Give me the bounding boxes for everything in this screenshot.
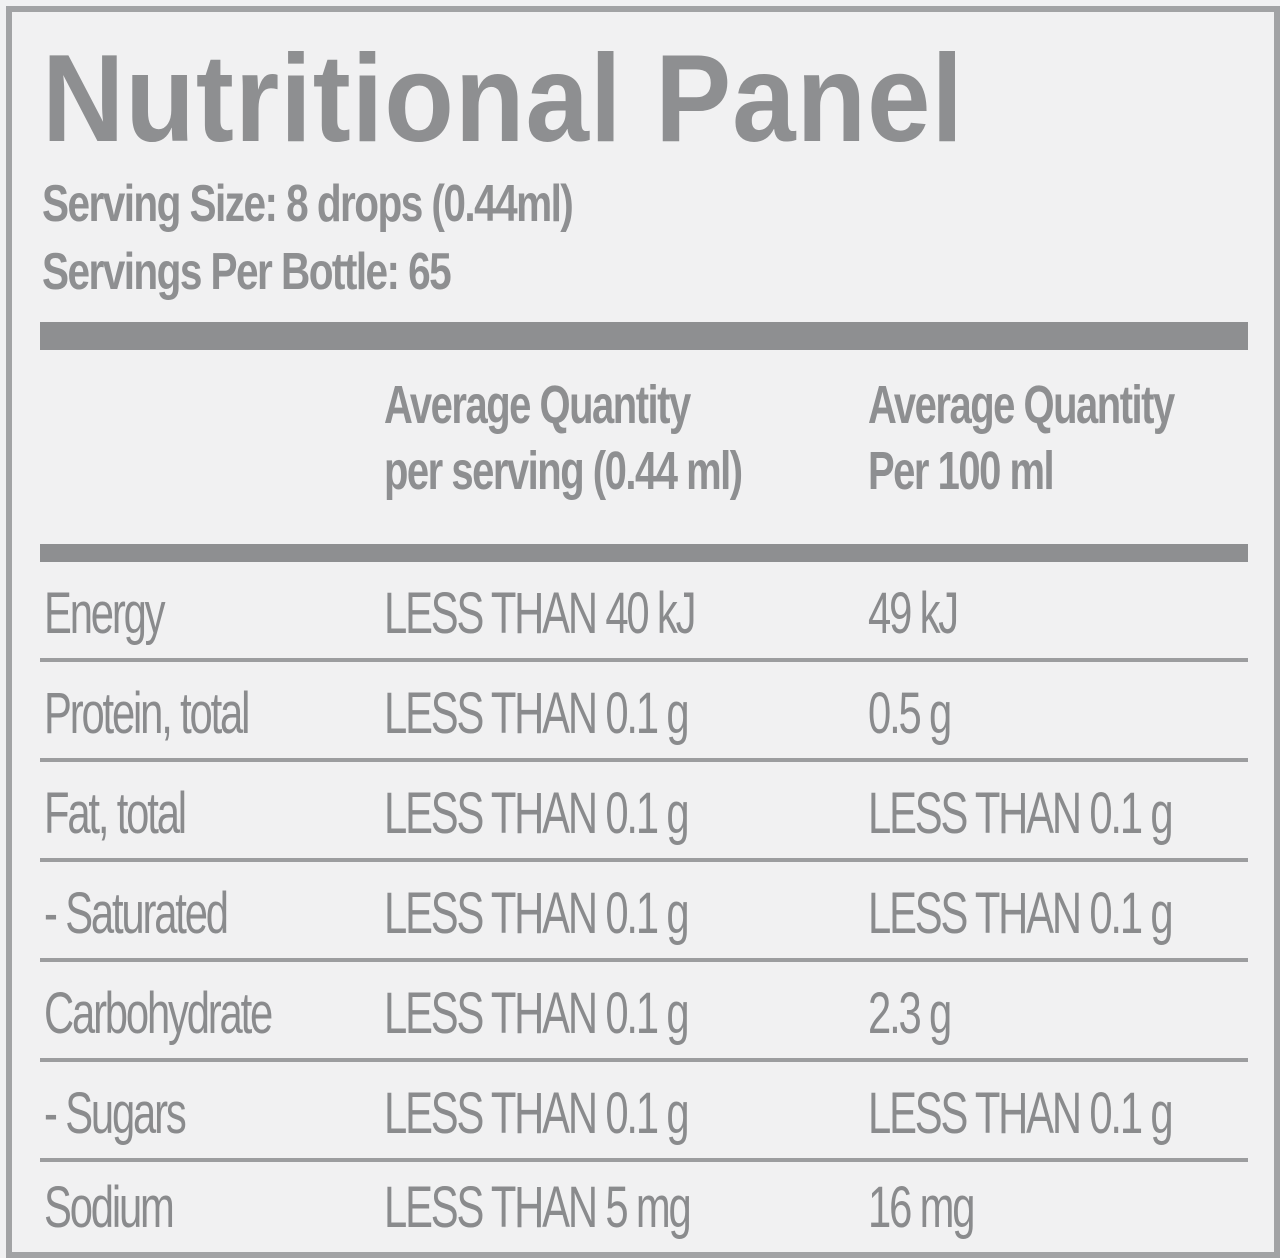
table-row: Energy LESS THAN 40 kJ 49 kJ (40, 562, 1248, 662)
header-per-serving: Average Quantity per serving (0.44 ml) (384, 372, 743, 504)
header-per-100ml-line1: Average Quantity (868, 375, 1175, 435)
row-divider (40, 1058, 1248, 1062)
table-row: Fat, total LESS THAN 0.1 g LESS THAN 0.1… (40, 762, 1248, 862)
serving-size: Serving Size: 8 drops (0.44ml) (42, 175, 574, 233)
row-divider (40, 758, 1248, 762)
table-row: - Saturated LESS THAN 0.1 g LESS THAN 0.… (40, 862, 1248, 962)
per-100ml-value: 0.5 g (868, 681, 952, 746)
header-divider (40, 544, 1248, 562)
row-divider (40, 858, 1248, 862)
per-serving-value: LESS THAN 5 mg (384, 1175, 692, 1240)
nutrient-name: Sodium (44, 1175, 175, 1240)
header-per-100ml-line2: Per 100 ml (868, 441, 1055, 501)
table-row: - Sugars LESS THAN 0.1 g LESS THAN 0.1 g (40, 1062, 1248, 1162)
nutrient-name: Fat, total (44, 781, 187, 846)
nutrient-name: Carbohydrate (44, 981, 273, 1046)
panel-title: Nutritional Panel (42, 30, 965, 168)
servings-per-bottle: Servings Per Bottle: 65 (42, 243, 452, 301)
per-serving-value: LESS THAN 40 kJ (384, 581, 696, 646)
row-divider (40, 958, 1248, 962)
per-100ml-value: 49 kJ (868, 581, 959, 646)
nutrition-panel: Nutritional Panel Serving Size: 8 drops … (6, 6, 1280, 1258)
nutrient-name: - Sugars (44, 1081, 187, 1146)
table-row: Sodium LESS THAN 5 mg 16 mg (40, 1156, 1248, 1256)
per-100ml-value: LESS THAN 0.1 g (868, 881, 1174, 946)
per-100ml-value: 16 mg (868, 1175, 975, 1240)
row-divider (40, 658, 1248, 662)
nutrient-name: - Saturated (44, 881, 229, 946)
nutrient-name: Protein, total (44, 681, 250, 746)
row-divider (40, 1158, 1248, 1162)
per-serving-value: LESS THAN 0.1 g (384, 681, 690, 746)
per-serving-value: LESS THAN 0.1 g (384, 981, 690, 1046)
per-serving-value: LESS THAN 0.1 g (384, 781, 690, 846)
table-row: Protein, total LESS THAN 0.1 g 0.5 g (40, 662, 1248, 762)
per-serving-value: LESS THAN 0.1 g (384, 1081, 690, 1146)
nutrient-name: Energy (44, 581, 166, 646)
header-per-serving-line1: Average Quantity (384, 375, 691, 435)
top-divider (40, 322, 1248, 350)
per-100ml-value: 2.3 g (868, 981, 952, 1046)
per-100ml-value: LESS THAN 0.1 g (868, 1081, 1174, 1146)
per-serving-value: LESS THAN 0.1 g (384, 881, 690, 946)
header-per-100ml: Average Quantity Per 100 ml (868, 372, 1175, 504)
header-per-serving-line2: per serving (0.44 ml) (384, 441, 743, 501)
table-row: Carbohydrate LESS THAN 0.1 g 2.3 g (40, 962, 1248, 1062)
per-100ml-value: LESS THAN 0.1 g (868, 781, 1174, 846)
